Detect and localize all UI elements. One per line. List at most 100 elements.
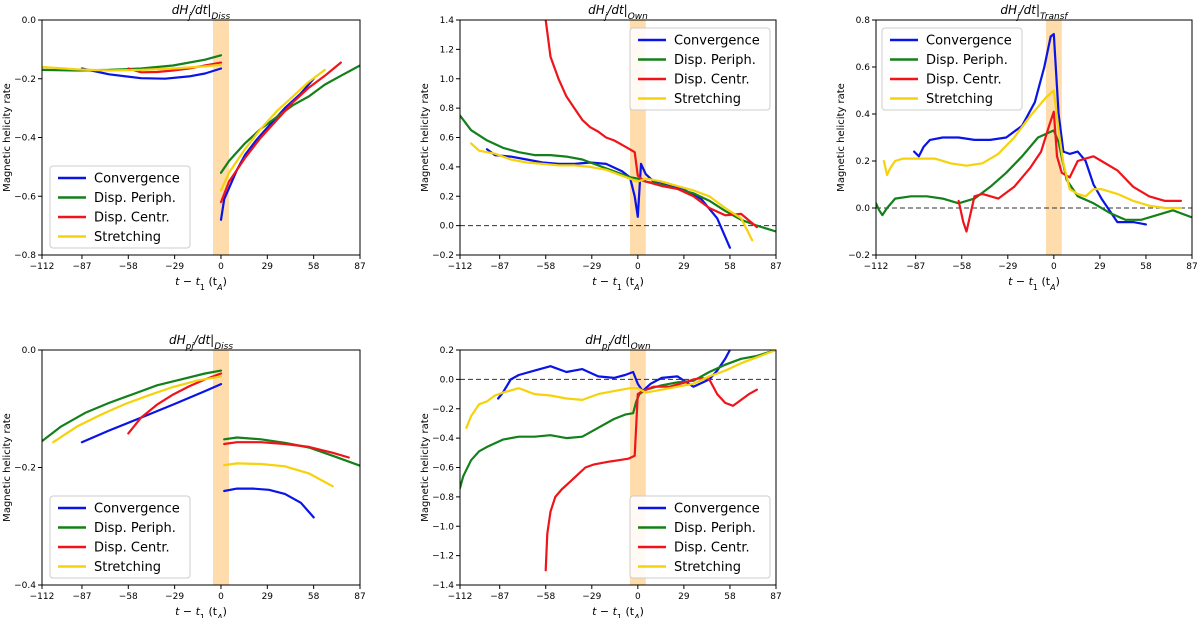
legend-label: Convergence — [674, 502, 760, 517]
legend: Convergence Disp. Periph. Disp. Centr. Stre… — [49, 165, 191, 249]
series-line-stretching-post — [219, 68, 326, 192]
panel-title: dHpj/dt|Diss — [169, 333, 233, 352]
y-axis-label: Magnetic helicity rate — [836, 83, 847, 192]
y-tick-label: −0.2 — [14, 464, 36, 474]
series-line-stretching — [42, 63, 223, 72]
x-tick-label: −112 — [448, 262, 473, 272]
series-line-convergence-post — [223, 487, 315, 519]
y-tick-label: 0.4 — [440, 163, 455, 173]
panel-p1: −112 −87 −58 −29 0 29 58 87 −0.8 −0.6 −0.4 −0.2 0.0 d… — [2, 3, 366, 292]
x-tick-label: −58 — [536, 592, 555, 602]
y-tick-label: 0.2 — [440, 192, 454, 202]
x-tick-label: −29 — [582, 262, 601, 272]
y-tick-label: −0.4 — [14, 581, 36, 591]
x-tick-label: 58 — [1140, 262, 1152, 272]
x-tick-label: 29 — [1094, 262, 1106, 272]
legend-label: Disp. Periph. — [674, 53, 756, 68]
x-tick-label: −87 — [490, 262, 509, 272]
y-tick-label: −0.2 — [14, 75, 36, 85]
legend: Convergence Disp. Periph. Disp. Centr. Stre… — [629, 495, 771, 579]
x-tick-label: 58 — [724, 592, 736, 602]
series-line-disp-centr-post — [223, 441, 350, 459]
x-tick-label: −87 — [490, 592, 509, 602]
legend-label: Disp. Centr. — [926, 73, 1002, 88]
x-tick-label: 0 — [635, 262, 641, 272]
series-line-convergence — [80, 383, 223, 444]
legend-box — [629, 27, 771, 111]
series-line-convergence-post — [219, 77, 315, 221]
series-line-stretching-post — [223, 462, 334, 488]
y-tick-label: 1.2 — [440, 45, 454, 55]
series-line-convergence — [485, 148, 732, 249]
y-tick-label: −1.0 — [432, 522, 454, 532]
legend-box — [629, 495, 771, 579]
legend-label: Stretching — [926, 92, 993, 107]
x-tick-label: 29 — [678, 592, 690, 602]
legend-label: Convergence — [926, 34, 1012, 49]
x-tick-label: 29 — [678, 262, 690, 272]
y-tick-label: −0.2 — [848, 251, 870, 261]
x-axis-label: t − t1 (tA) — [1008, 275, 1060, 292]
x-axis-label: t − t1 (tA) — [592, 605, 644, 618]
panel-title: dHpj/dt|Own — [585, 333, 651, 352]
x-tick-label: 0 — [1051, 262, 1057, 272]
x-tick-label: 87 — [770, 262, 781, 272]
y-tick-label: −0.2 — [432, 405, 454, 415]
legend-label: Convergence — [674, 34, 760, 49]
y-tick-label: 0.0 — [440, 375, 455, 385]
series-line-disp-periph-post — [223, 436, 360, 467]
x-tick-label: −29 — [998, 262, 1017, 272]
series-line-disp-periph — [460, 350, 776, 490]
series-line-disp-periph — [460, 114, 776, 233]
legend-label: Disp. Periph. — [94, 191, 176, 206]
series-line-stretching — [882, 89, 1183, 210]
x-axis-label: t − t1 (tA) — [175, 275, 227, 292]
legend-label: Stretching — [674, 560, 741, 575]
y-tick-label: 0.2 — [440, 346, 454, 356]
x-tick-label: −58 — [119, 262, 138, 272]
x-tick-label: −29 — [165, 262, 184, 272]
panel-p2: −112 −87 −58 −29 0 29 58 87 −0.2 0.0 0.2 0.4 0.6 0.8 1… — [420, 3, 782, 292]
legend-box — [49, 165, 191, 249]
x-tick-label: −58 — [536, 262, 555, 272]
legend-label: Stretching — [674, 92, 741, 107]
panel-p4: −112 −87 −58 −29 0 29 58 87 −0.4 −0.2 0.0 dHpj/dt|D… — [2, 333, 366, 618]
legend-label: Disp. Periph. — [94, 521, 176, 536]
series-line-stretching — [465, 350, 776, 429]
legend: Convergence Disp. Periph. Disp. Centr. Stre… — [629, 27, 771, 111]
y-tick-label: −0.4 — [14, 134, 36, 144]
x-tick-label: −58 — [119, 592, 138, 602]
y-tick-label: −0.8 — [432, 493, 454, 503]
legend-label: Stretching — [94, 560, 161, 575]
legend-label: Disp. Centr. — [94, 541, 170, 556]
legend-label: Disp. Periph. — [926, 53, 1008, 68]
x-tick-label: 87 — [1186, 262, 1197, 272]
y-tick-label: 0.0 — [22, 346, 37, 356]
x-tick-label: −112 — [864, 262, 889, 272]
y-axis-label: Magnetic helicity rate — [2, 83, 13, 192]
x-tick-label: −112 — [30, 262, 55, 272]
series-line-convergence — [497, 350, 732, 400]
plot-frame — [875, 19, 1193, 256]
y-tick-label: −0.8 — [14, 251, 36, 261]
x-tick-label: −58 — [952, 262, 971, 272]
y-axis-label: Magnetic helicity rate — [420, 83, 431, 192]
x-tick-label: 58 — [308, 262, 320, 272]
x-tick-label: 29 — [262, 262, 274, 272]
series-line-disp-periph-post — [219, 64, 360, 174]
legend-box — [881, 27, 1023, 111]
legend-label: Convergence — [94, 172, 180, 187]
series-line-stretching — [52, 375, 223, 444]
y-axis-label: Magnetic helicity rate — [2, 413, 13, 522]
x-tick-label: 87 — [770, 592, 781, 602]
y-tick-label: −1.4 — [432, 581, 454, 591]
x-tick-label: −87 — [72, 262, 91, 272]
y-tick-label: −0.4 — [432, 434, 454, 444]
x-tick-label: 87 — [354, 262, 365, 272]
y-axis-label: Magnetic helicity rate — [420, 413, 431, 522]
y-tick-label: −1.2 — [432, 552, 454, 562]
series-line-disp-centr — [544, 376, 759, 572]
series-line-disp-centr — [957, 110, 1183, 233]
y-tick-label: −0.2 — [432, 251, 454, 261]
panel-p5: −112 −87 −58 −29 0 29 58 87 −1.4 −1.2 −1.0 −0.8 −0.6… — [420, 333, 782, 618]
